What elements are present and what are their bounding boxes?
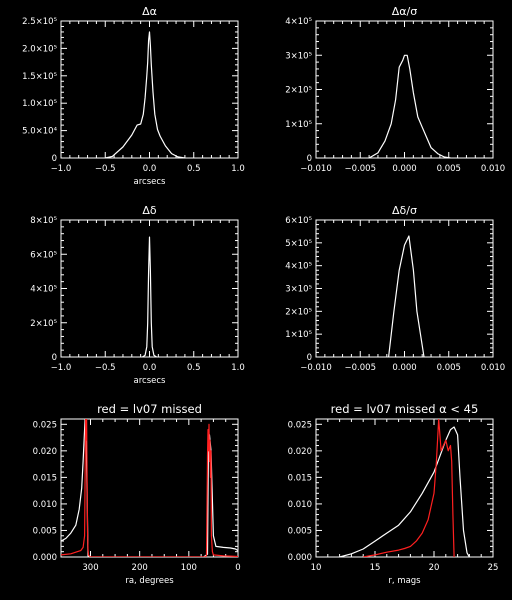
x-tick-label: 0.005 (437, 363, 461, 373)
y-tick-label: 4×10⁵ (285, 17, 312, 27)
x-tick-label: 10 (311, 563, 322, 573)
y-tick-label: 2.0×10⁵ (22, 44, 57, 54)
x-tick-label: 100 (181, 563, 197, 573)
x-tick-label: 0.010 (481, 363, 505, 373)
x-tick-label: 0.0 (143, 164, 157, 174)
chart-panel-6: 10 15 20 25 0.000 0.005 0.010 0.015 0.020 0.025 re… (288, 402, 499, 586)
series-line-1 (368, 54, 451, 158)
y-tick-label: 0.025 (33, 420, 57, 430)
y-tick-label: 0.010 (33, 500, 57, 510)
plot-frame (315, 219, 494, 358)
plot-frame (315, 20, 494, 159)
y-tick-label: 2×10⁵ (30, 319, 57, 329)
x-tick-label: 0.5 (187, 363, 201, 373)
x-tick-label: −0.005 (345, 363, 376, 373)
series-line-1 (339, 426, 470, 557)
y-tick-label: 0.000 (288, 553, 312, 563)
x-tick-label: 0.0 (143, 363, 157, 373)
chart-title: red = lv07 missed α < 45 (331, 402, 479, 416)
chart-panel-2: −0.010 −0.005 0.000 0.005 0.010 0 1×10⁵ 2×10⁵ 3×… (285, 5, 505, 174)
y-tick-label: 2×10⁵ (285, 86, 312, 96)
chart-title: red = lv07 missed (97, 402, 202, 416)
x-tick-label: 1.0 (231, 164, 245, 174)
x-tick-label: 0.000 (392, 363, 416, 373)
x-tick-label: 1.0 (231, 363, 245, 373)
chart-panel-3: −1.0 −0.5 0.0 0.5 1.0 0 2×10⁵ 4×10⁵ 6×10⁵ 8×10⁵ Δδ… (30, 204, 245, 386)
series-line-2 (363, 419, 455, 557)
chart-panel-5: 300 200 100 0 0.000 0.005 0.010 0.015 0.020 0.025… (33, 402, 241, 586)
y-tick-label: 0 (307, 353, 312, 363)
y-tick-label: 0 (52, 154, 57, 164)
series-line-1 (142, 236, 157, 357)
chart-title: Δδ (142, 204, 157, 217)
y-tick-label: 1×10⁵ (285, 330, 312, 340)
x-tick-label: 200 (132, 563, 148, 573)
x-tick-label: 300 (82, 563, 98, 573)
y-tick-label: 6×10⁵ (30, 250, 57, 260)
x-axis-label: ra, degrees (125, 576, 174, 586)
x-tick-label: −0.5 (95, 164, 116, 174)
x-tick-label: 15 (370, 563, 381, 573)
x-axis-label: r, mags (388, 576, 421, 586)
x-tick-label: 20 (429, 563, 440, 573)
x-tick-label: 0.010 (481, 164, 505, 174)
y-tick-label: 3×10⁵ (285, 285, 312, 295)
x-tick-label: −1.0 (51, 164, 72, 174)
y-tick-label: 3×10⁵ (285, 51, 312, 61)
y-tick-label: 0.015 (288, 473, 312, 483)
y-tick-label: 5×10⁵ (285, 239, 312, 249)
x-tick-label: −0.5 (95, 363, 116, 373)
y-tick-label: 1.0×10⁵ (22, 99, 57, 109)
y-tick-label: 8×10⁵ (30, 216, 57, 226)
x-tick-label: 25 (488, 563, 499, 573)
y-tick-label: 0.000 (33, 553, 57, 563)
plot-frame (315, 418, 494, 558)
y-tick-label: 0.020 (288, 447, 312, 457)
y-tick-label: 1×10⁵ (285, 120, 312, 130)
x-tick-label: 0 (235, 563, 240, 573)
chart-title: Δδ/σ (392, 204, 417, 217)
y-tick-label: 0.005 (33, 526, 57, 536)
plot-frame (60, 20, 239, 159)
chart-title: Δα/σ (392, 5, 417, 18)
series-line-1 (388, 235, 425, 357)
y-tick-label: 0.015 (33, 473, 57, 483)
x-tick-label: 0.5 (187, 164, 201, 174)
series-line-2 (61, 419, 238, 557)
series-line-1 (105, 31, 185, 158)
chart-panel-4: −0.010 −0.005 0.000 0.005 0.010 0 1×10⁵ 2×10⁵ 3×… (285, 204, 505, 373)
x-tick-label: −0.005 (345, 164, 376, 174)
chart-panel-1: −1.0 −0.5 0.0 0.5 1.0 0 5.0×10⁴ 1.0×10⁵ 1.5×10⁵ 2… (22, 5, 245, 187)
x-tick-label: −0.010 (300, 164, 331, 174)
y-tick-label: 2×10⁵ (285, 307, 312, 317)
y-tick-label: 4×10⁵ (30, 285, 57, 295)
y-tick-label: 0.005 (288, 526, 312, 536)
y-tick-label: 0.025 (288, 420, 312, 430)
y-tick-label: 0.020 (33, 447, 57, 457)
y-tick-label: 6×10⁵ (285, 216, 312, 226)
x-tick-label: 0.000 (392, 164, 416, 174)
y-tick-label: 0 (52, 353, 57, 363)
x-tick-label: −0.010 (300, 363, 331, 373)
y-tick-label: 1.5×10⁵ (22, 72, 57, 82)
y-tick-label: 5.0×10⁴ (22, 127, 57, 137)
y-tick-label: 0.010 (288, 500, 312, 510)
series-line-1 (61, 419, 238, 557)
x-tick-label: −1.0 (51, 363, 72, 373)
x-axis-label: arcsecs (134, 376, 167, 386)
y-tick-label: 0 (307, 154, 312, 164)
y-tick-label: 4×10⁵ (285, 262, 312, 272)
chart-title: Δα (142, 5, 157, 18)
y-tick-label: 2.5×10⁵ (22, 17, 57, 27)
x-axis-label: arcsecs (134, 177, 167, 187)
x-tick-label: 0.005 (437, 164, 461, 174)
